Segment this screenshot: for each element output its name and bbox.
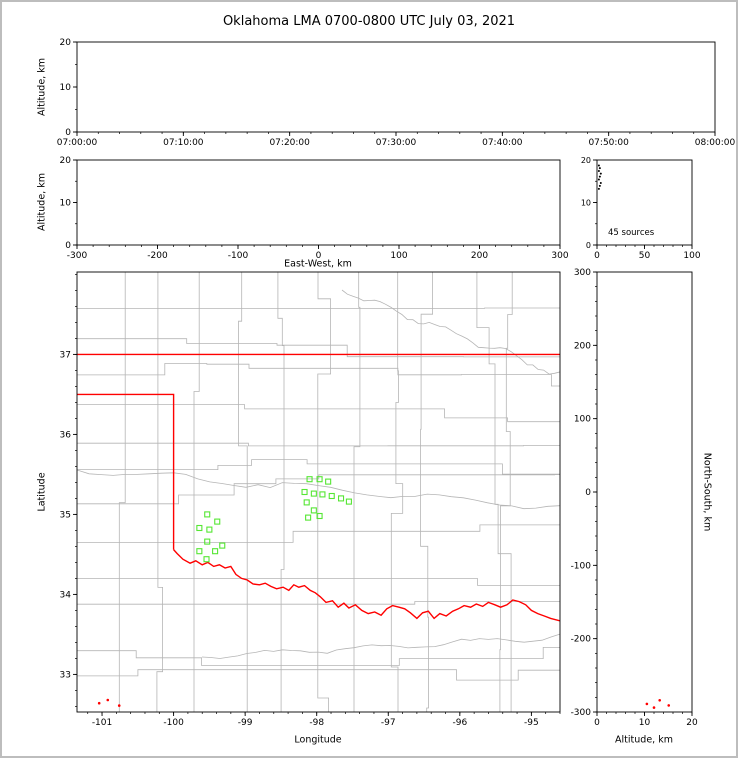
svg-text:-99: -99 bbox=[238, 718, 253, 728]
source-points bbox=[645, 698, 671, 709]
svg-text:300: 300 bbox=[574, 268, 591, 278]
svg-text:0: 0 bbox=[316, 251, 322, 261]
svg-text:-95: -95 bbox=[524, 718, 539, 728]
svg-text:-100: -100 bbox=[163, 718, 184, 728]
ns_alt-panel: 0 10 20 -300 -200 -100 0 100 200 300 bbox=[571, 268, 698, 728]
svg-text:100: 100 bbox=[683, 251, 700, 261]
svg-text:33: 33 bbox=[60, 670, 71, 680]
svg-text:0: 0 bbox=[594, 251, 600, 261]
ns-alt-xlabel: Altitude, km bbox=[615, 734, 673, 746]
svg-text:07:40:00: 07:40:00 bbox=[482, 138, 523, 148]
svg-text:-200: -200 bbox=[147, 251, 168, 261]
svg-text:07:20:00: 07:20:00 bbox=[269, 138, 310, 148]
plan_map-panel: -101 -100 -99 -98 -97 -96 -95 33 34 35 36 37 bbox=[60, 271, 561, 728]
svg-text:50: 50 bbox=[639, 251, 651, 261]
svg-text:20: 20 bbox=[60, 156, 72, 166]
svg-text:20: 20 bbox=[686, 718, 698, 728]
svg-text:-200: -200 bbox=[571, 635, 592, 645]
histogram-points bbox=[597, 164, 602, 190]
svg-text:-101: -101 bbox=[92, 718, 112, 728]
map-content bbox=[77, 272, 560, 712]
sources-count-label: 45 sources bbox=[608, 228, 655, 238]
alt_time-panel: 07:00:00 07:10:00 07:20:00 07:30:00 07:40:00… bbox=[57, 38, 736, 148]
svg-text:-100: -100 bbox=[228, 251, 249, 261]
svg-text:200: 200 bbox=[471, 251, 488, 261]
svg-text:0: 0 bbox=[594, 718, 600, 728]
ns-alt-ylabel: North-South, km bbox=[701, 452, 713, 532]
svg-text:-96: -96 bbox=[452, 718, 467, 728]
svg-text:-97: -97 bbox=[381, 718, 396, 728]
svg-text:36: 36 bbox=[60, 430, 72, 440]
alt-ew-xlabel: East-West, km bbox=[284, 258, 352, 270]
map-xlabel: Longitude bbox=[294, 734, 342, 746]
svg-text:10: 10 bbox=[581, 199, 591, 208]
svg-text:10: 10 bbox=[60, 83, 72, 93]
svg-text:07:30:00: 07:30:00 bbox=[376, 138, 417, 148]
svg-text:37: 37 bbox=[60, 350, 71, 360]
svg-text:200: 200 bbox=[574, 341, 591, 351]
figure-title: Oklahoma LMA 0700-0800 UTC July 03, 2021 bbox=[222, 14, 516, 29]
alt_ew-panel: -300 -200 -100 0 100 200 300 0 10 20 bbox=[60, 156, 569, 261]
svg-text:20: 20 bbox=[581, 156, 591, 165]
svg-text:08:00:00: 08:00:00 bbox=[695, 138, 736, 148]
svg-text:0: 0 bbox=[65, 241, 71, 251]
alt-time-ylabel: Altitude, km bbox=[36, 58, 48, 116]
station-markers bbox=[196, 476, 352, 563]
svg-text:0: 0 bbox=[585, 488, 591, 498]
source-points bbox=[97, 698, 121, 707]
svg-text:07:10:00: 07:10:00 bbox=[163, 138, 204, 148]
state-border bbox=[77, 353, 560, 622]
svg-text:100: 100 bbox=[390, 251, 407, 261]
svg-text:0: 0 bbox=[586, 241, 591, 250]
county-lines-layer bbox=[77, 272, 560, 712]
alt_hist-panel: 0 50 100 0 10 20 bbox=[581, 156, 701, 261]
svg-text:35: 35 bbox=[60, 510, 71, 520]
svg-text:-98: -98 bbox=[309, 718, 324, 728]
svg-text:10: 10 bbox=[60, 199, 72, 209]
svg-text:300: 300 bbox=[551, 251, 568, 261]
svg-text:20: 20 bbox=[60, 38, 72, 48]
svg-text:34: 34 bbox=[60, 590, 72, 600]
svg-text:-300: -300 bbox=[571, 708, 592, 718]
svg-text:-100: -100 bbox=[571, 561, 592, 571]
map-ylabel: Latitude bbox=[36, 472, 48, 512]
svg-text:100: 100 bbox=[574, 415, 591, 425]
svg-text:10: 10 bbox=[639, 718, 651, 728]
svg-text:-300: -300 bbox=[67, 251, 88, 261]
svg-text:0: 0 bbox=[65, 128, 71, 138]
svg-text:07:00:00: 07:00:00 bbox=[57, 138, 98, 148]
alt-ew-ylabel: Altitude, km bbox=[36, 173, 48, 231]
svg-text:07:50:00: 07:50:00 bbox=[588, 138, 629, 148]
